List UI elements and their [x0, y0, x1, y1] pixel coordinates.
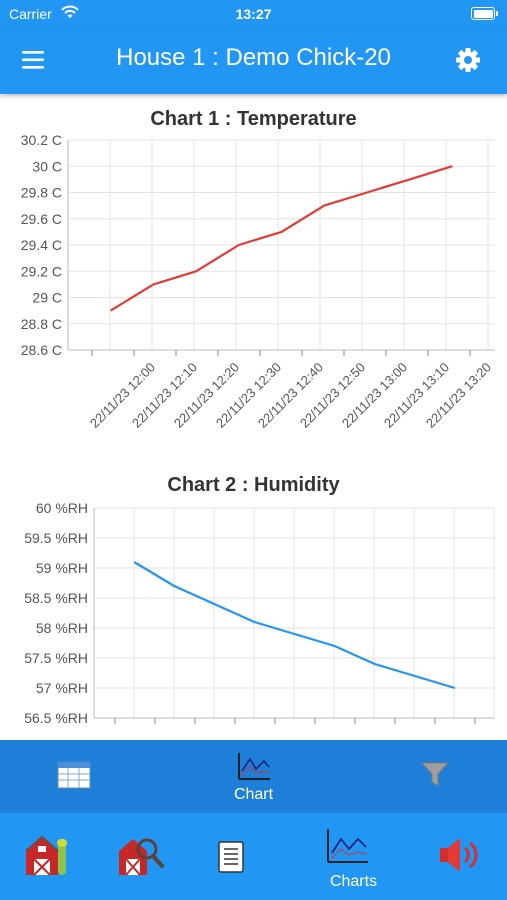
settings-button[interactable] [453, 45, 483, 75]
nav-reports[interactable] [202, 813, 303, 900]
tab-filter[interactable] [338, 740, 507, 813]
y-tick-label: 59 %RH [36, 560, 88, 576]
nav-alarms[interactable] [404, 813, 505, 900]
charts-icon [327, 829, 368, 863]
y-tick-label: 58 %RH [36, 620, 88, 636]
chart-1-title: Chart 1 : Temperature [150, 108, 357, 130]
nav-charts[interactable]: Charts [303, 813, 404, 900]
barn-icon [25, 835, 67, 876]
y-tick-label: 28.6 C [21, 342, 62, 358]
y-tick-label: 28.8 C [21, 316, 62, 332]
view-tab-bar: Chart [0, 740, 507, 813]
chart-2-title: Chart 2 : Humidity [167, 474, 340, 496]
filter-icon [421, 762, 449, 787]
nav-house-search[interactable] [101, 813, 202, 900]
hamburger-icon [22, 51, 44, 69]
y-tick-label: 57 %RH [36, 680, 88, 696]
y-tick-label: 29.2 C [21, 263, 62, 279]
document-icon [218, 841, 244, 873]
y-tick-label: 60 %RH [36, 500, 88, 516]
series-line [133, 561, 456, 690]
app-bar: House 1 : Demo Chick-20 [0, 26, 507, 94]
y-tick-label: 29.8 C [21, 185, 62, 201]
y-tick-label: 59.5 %RH [24, 530, 88, 546]
nav-charts-label: Charts [329, 873, 378, 890]
menu-button[interactable] [18, 46, 48, 74]
gear-icon [456, 48, 480, 72]
chart-icon [238, 753, 270, 780]
status-bar: Carrier 13:27 [0, 0, 507, 26]
clock: 13:27 [235, 6, 272, 22]
carrier-label: Carrier [9, 6, 52, 22]
y-tick-label: 30 C [32, 158, 62, 174]
series-line [110, 165, 453, 312]
wifi-icon [61, 5, 79, 18]
y-tick-label: 29 C [32, 290, 62, 306]
tab-chart-label: Chart [233, 786, 274, 803]
page-title: House 1 : Demo Chick-20 [116, 44, 391, 71]
tab-chart[interactable]: Chart [169, 740, 338, 813]
humidity-chart: 60 %RH 59.5 %RH 59 %RH 58.5 %RH 58 %RH 57.5 %… [24, 500, 495, 726]
y-tick-label: 58.5 %RH [24, 590, 88, 606]
tab-table[interactable] [0, 740, 169, 813]
y-tick-label: 29.6 C [21, 211, 62, 227]
y-tick-label: 30.2 C [21, 132, 62, 148]
y-tick-label: 29.4 C [21, 237, 62, 253]
charts-content[interactable]: Chart 1 : Temperature 30.2 C 30 C 29.8 C 29… [0, 94, 507, 740]
battery-icon [471, 7, 498, 20]
y-tick-label: 57.5 %RH [24, 650, 88, 666]
bottom-navigation: Charts [0, 813, 507, 900]
y-tick-label: 56.5 %RH [24, 710, 88, 726]
nav-houses[interactable] [0, 813, 101, 900]
speaker-icon [440, 838, 478, 872]
table-icon [57, 761, 91, 789]
temperature-chart: 30.2 C 30 C 29.8 C 29.6 C 29.4 C 29.2 C 29 C 28… [21, 132, 495, 431]
barn-search-icon [119, 838, 164, 876]
